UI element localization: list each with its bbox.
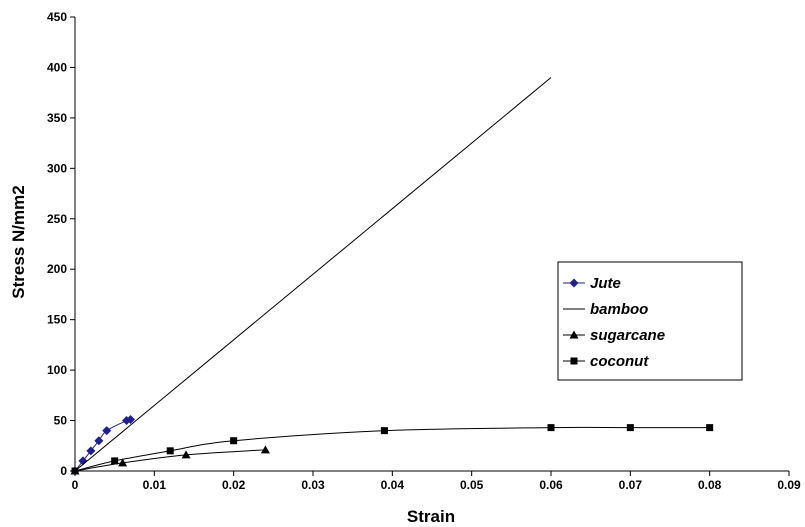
x-tick-label: 0.03 [301, 478, 325, 492]
legend-label-coconut: coconut [590, 353, 649, 370]
legend-box [557, 261, 743, 381]
axes: 0 0.01 0.02 0.03 0.04 0.05 0.06 0.07 0.08 0.09 0 50… [47, 10, 801, 492]
data-point-sugarcane [260, 445, 270, 454]
legend-label-jute: Jute [590, 275, 621, 292]
x-tick-label: 0.04 [381, 478, 405, 492]
series-line-coconut [74, 426, 710, 472]
y-tick-label: 250 [47, 212, 67, 226]
data-point-jute [126, 415, 136, 425]
y-axis-title: Stress N/mm2 [9, 185, 28, 298]
y-tick-label: 200 [47, 262, 67, 276]
legend-marker-jute [569, 278, 579, 288]
legend-marker-sugarcane [569, 330, 579, 339]
y-tick-label: 400 [47, 60, 67, 74]
x-tick-label: 0.01 [143, 478, 167, 492]
legend-marker-coconut [570, 357, 578, 365]
data-point-jute [102, 426, 112, 436]
data-point-jute [86, 446, 96, 456]
series-line-bamboo [74, 77, 552, 472]
data-point-jute [94, 436, 104, 446]
legend-item-coconut: coconut [563, 353, 649, 370]
y-tick-label: 0 [60, 464, 67, 478]
data-point-coconut [111, 457, 119, 465]
x-tick-label: 0.07 [619, 478, 643, 492]
data-point-coconut [706, 424, 714, 432]
x-tick-label: 0.05 [460, 478, 484, 492]
legend-label-bamboo: bamboo [590, 301, 648, 318]
legend: Jute bamboo sugarcane coconut [557, 261, 743, 381]
data-point-coconut [380, 427, 388, 435]
data-point-coconut [166, 447, 174, 455]
y-tick-label: 350 [47, 111, 67, 125]
legend-item-bamboo: bamboo [563, 301, 648, 318]
x-tick-label: 0.08 [698, 478, 722, 492]
legend-item-sugarcane: sugarcane [563, 327, 665, 344]
x-tick-label: 0 [72, 478, 79, 492]
data-point-coconut [626, 424, 634, 432]
legend-item-jute: Jute [563, 275, 621, 292]
series-bamboo [74, 77, 552, 472]
y-tick-label: 450 [47, 10, 67, 24]
series-line-sugarcane [74, 449, 266, 472]
x-tick-label: 0.02 [222, 478, 246, 492]
x-axis-title: Strain [407, 507, 455, 526]
legend-label-sugarcane: sugarcane [590, 327, 665, 344]
x-tick-label: 0.09 [777, 478, 801, 492]
data-point-sugarcane [181, 450, 191, 459]
series-coconut [71, 424, 714, 475]
plot-series [70, 77, 714, 476]
x-tick-label: 0.06 [539, 478, 563, 492]
data-point-sugarcane [118, 458, 128, 467]
y-tick-label: 150 [47, 313, 67, 327]
data-point-coconut [547, 424, 555, 432]
data-point-coconut [71, 467, 79, 475]
y-tick-label: 300 [47, 161, 67, 175]
data-point-coconut [230, 437, 238, 445]
y-tick-label: 50 [54, 414, 68, 428]
y-tick-label: 100 [47, 363, 67, 377]
